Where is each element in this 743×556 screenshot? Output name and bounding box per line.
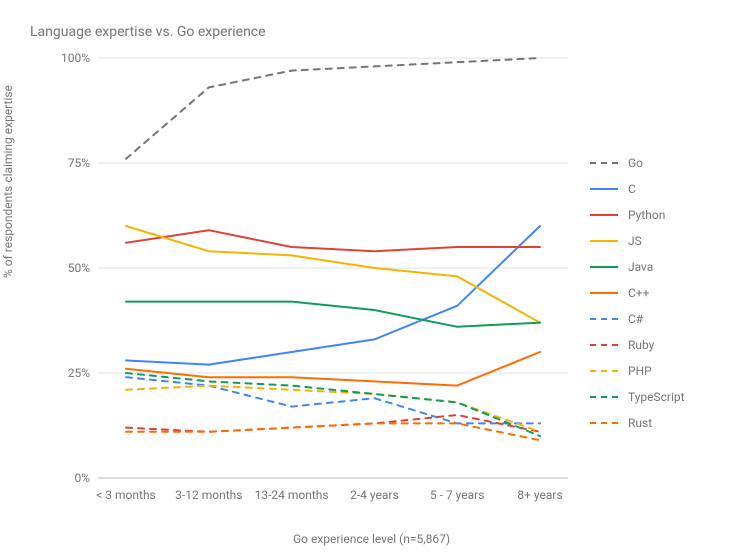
series-line xyxy=(126,302,540,327)
chart-title: Language expertise vs. Go experience xyxy=(30,24,266,40)
legend-item: Rust xyxy=(590,410,685,436)
x-tick-label: 3-12 months xyxy=(175,478,242,502)
legend-label: PHP xyxy=(628,364,652,378)
series-line xyxy=(126,230,540,251)
x-tick-label: 2-4 years xyxy=(350,478,399,502)
legend-swatch-icon xyxy=(590,214,618,216)
x-tick-label: < 3 months xyxy=(96,478,156,502)
plot-area: 0%25%50%75%100% < 3 months3-12 months13-… xyxy=(98,58,568,478)
legend-label: Ruby xyxy=(628,338,654,352)
y-tick-label: 0% xyxy=(74,471,98,485)
legend-item: C xyxy=(590,176,685,202)
legend-label: C xyxy=(628,182,636,196)
legend-item: Ruby xyxy=(590,332,685,358)
legend-swatch-icon xyxy=(590,162,618,164)
legend-item: PHP xyxy=(590,358,685,384)
legend-swatch-icon xyxy=(590,266,618,268)
x-axis-label: Go experience level (n=5,867) xyxy=(0,532,743,546)
series-line xyxy=(126,352,540,386)
legend-label: Java xyxy=(628,260,653,274)
series-line xyxy=(126,423,540,440)
legend-swatch-icon xyxy=(590,344,618,346)
x-tick-label: 13-24 months xyxy=(255,478,329,502)
legend-swatch-icon xyxy=(590,318,618,320)
series-line xyxy=(126,377,540,423)
chart-container: Language expertise vs. Go experience % o… xyxy=(0,0,743,556)
legend-swatch-icon xyxy=(590,370,618,372)
legend-swatch-icon xyxy=(590,396,618,398)
series-line xyxy=(126,373,540,436)
legend: Go C Python JS Java C++ C# Ruby PHP TypeScript Rus… xyxy=(590,150,685,436)
legend-label: C# xyxy=(628,312,643,326)
legend-item: C++ xyxy=(590,280,685,306)
legend-item: TypeScript xyxy=(590,384,685,410)
y-tick-label: 75% xyxy=(68,156,98,170)
y-tick-label: 25% xyxy=(68,366,98,380)
legend-label: Python xyxy=(628,208,665,222)
y-tick-label: 100% xyxy=(61,51,98,65)
legend-label: Rust xyxy=(628,416,652,430)
legend-label: Go xyxy=(628,156,643,170)
legend-swatch-icon xyxy=(590,240,618,242)
series-line xyxy=(126,226,540,323)
legend-swatch-icon xyxy=(590,292,618,294)
legend-item: Go xyxy=(590,150,685,176)
legend-swatch-icon xyxy=(590,422,618,424)
plot-svg xyxy=(98,58,568,478)
x-tick-label: 5 - 7 years xyxy=(430,478,485,502)
legend-label: TypeScript xyxy=(628,390,685,404)
legend-label: C++ xyxy=(628,286,649,300)
legend-label: JS xyxy=(628,234,642,248)
legend-item: JS xyxy=(590,228,685,254)
legend-swatch-icon xyxy=(590,188,618,190)
legend-item: C# xyxy=(590,306,685,332)
y-axis-label: % of respondents claiming expertise xyxy=(1,85,15,278)
legend-item: Java xyxy=(590,254,685,280)
x-tick-label: 8+ years xyxy=(517,478,562,502)
legend-item: Python xyxy=(590,202,685,228)
y-tick-label: 50% xyxy=(68,261,98,275)
series-line xyxy=(126,58,540,159)
